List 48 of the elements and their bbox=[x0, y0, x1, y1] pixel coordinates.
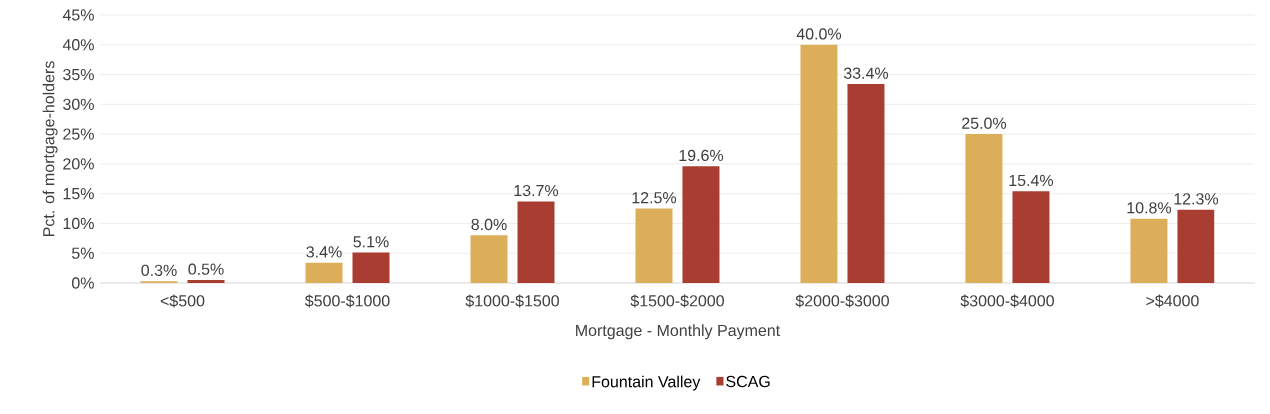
x-tick-label: $500-$1000 bbox=[304, 294, 390, 308]
x-tick-label: $1500-$2000 bbox=[630, 294, 724, 308]
bar bbox=[847, 84, 885, 283]
data-label: 12.5% bbox=[632, 192, 677, 204]
y-tick-label: 30% bbox=[63, 98, 94, 110]
x-tick-label: $1000-$1500 bbox=[465, 294, 559, 308]
x-tick-label: >$4000 bbox=[1146, 294, 1199, 308]
data-label: 15.4% bbox=[1009, 174, 1054, 187]
x-tick-label: $3000-$4000 bbox=[960, 294, 1054, 308]
y-tick-label: 10% bbox=[63, 217, 94, 230]
data-label: 19.6% bbox=[679, 149, 724, 162]
x-tick-label: <$500 bbox=[160, 294, 205, 308]
bar bbox=[1130, 218, 1168, 283]
x-axis-title: Mortgage - Monthly Payment bbox=[576, 324, 781, 340]
bar bbox=[965, 134, 1003, 283]
y-tick-label: 35% bbox=[63, 68, 94, 81]
data-label: 10.8% bbox=[1127, 202, 1172, 214]
bar bbox=[682, 166, 720, 283]
bar bbox=[187, 280, 225, 283]
data-label: 0.5% bbox=[188, 263, 224, 275]
bar bbox=[1012, 191, 1050, 283]
y-tick-label: 45% bbox=[62, 9, 94, 21]
y-tick-label: 15% bbox=[63, 188, 94, 200]
bar bbox=[352, 252, 390, 283]
y-tick-label: 5% bbox=[72, 247, 94, 259]
y-tick-label: 25% bbox=[63, 128, 94, 140]
legend-label: Fountain Valley bbox=[592, 375, 701, 391]
data-label: 12.3% bbox=[1174, 193, 1219, 205]
bar bbox=[470, 235, 508, 283]
x-tick-label: $2000-$3000 bbox=[795, 294, 889, 308]
y-axis-title: Pct. of mortgage-holders bbox=[42, 61, 58, 237]
bar bbox=[517, 201, 555, 283]
data-label: 0.3% bbox=[141, 264, 177, 276]
legend-label: SCAG bbox=[726, 375, 770, 388]
data-label: 40.0% bbox=[796, 28, 842, 40]
data-label: 8.0% bbox=[471, 218, 507, 231]
data-label: 33.4% bbox=[843, 67, 889, 79]
y-tick-label: 40% bbox=[62, 39, 94, 51]
bar bbox=[635, 208, 673, 283]
y-tick-label: 20% bbox=[63, 158, 94, 170]
data-label: 25.0% bbox=[962, 117, 1007, 129]
bar bbox=[305, 262, 343, 283]
bar bbox=[1177, 209, 1215, 283]
data-label: 3.4% bbox=[306, 246, 342, 258]
data-label: 13.7% bbox=[514, 184, 559, 197]
y-tick-label: 0% bbox=[71, 277, 94, 289]
data-label: 5.1% bbox=[353, 236, 389, 248]
bar bbox=[800, 44, 838, 283]
